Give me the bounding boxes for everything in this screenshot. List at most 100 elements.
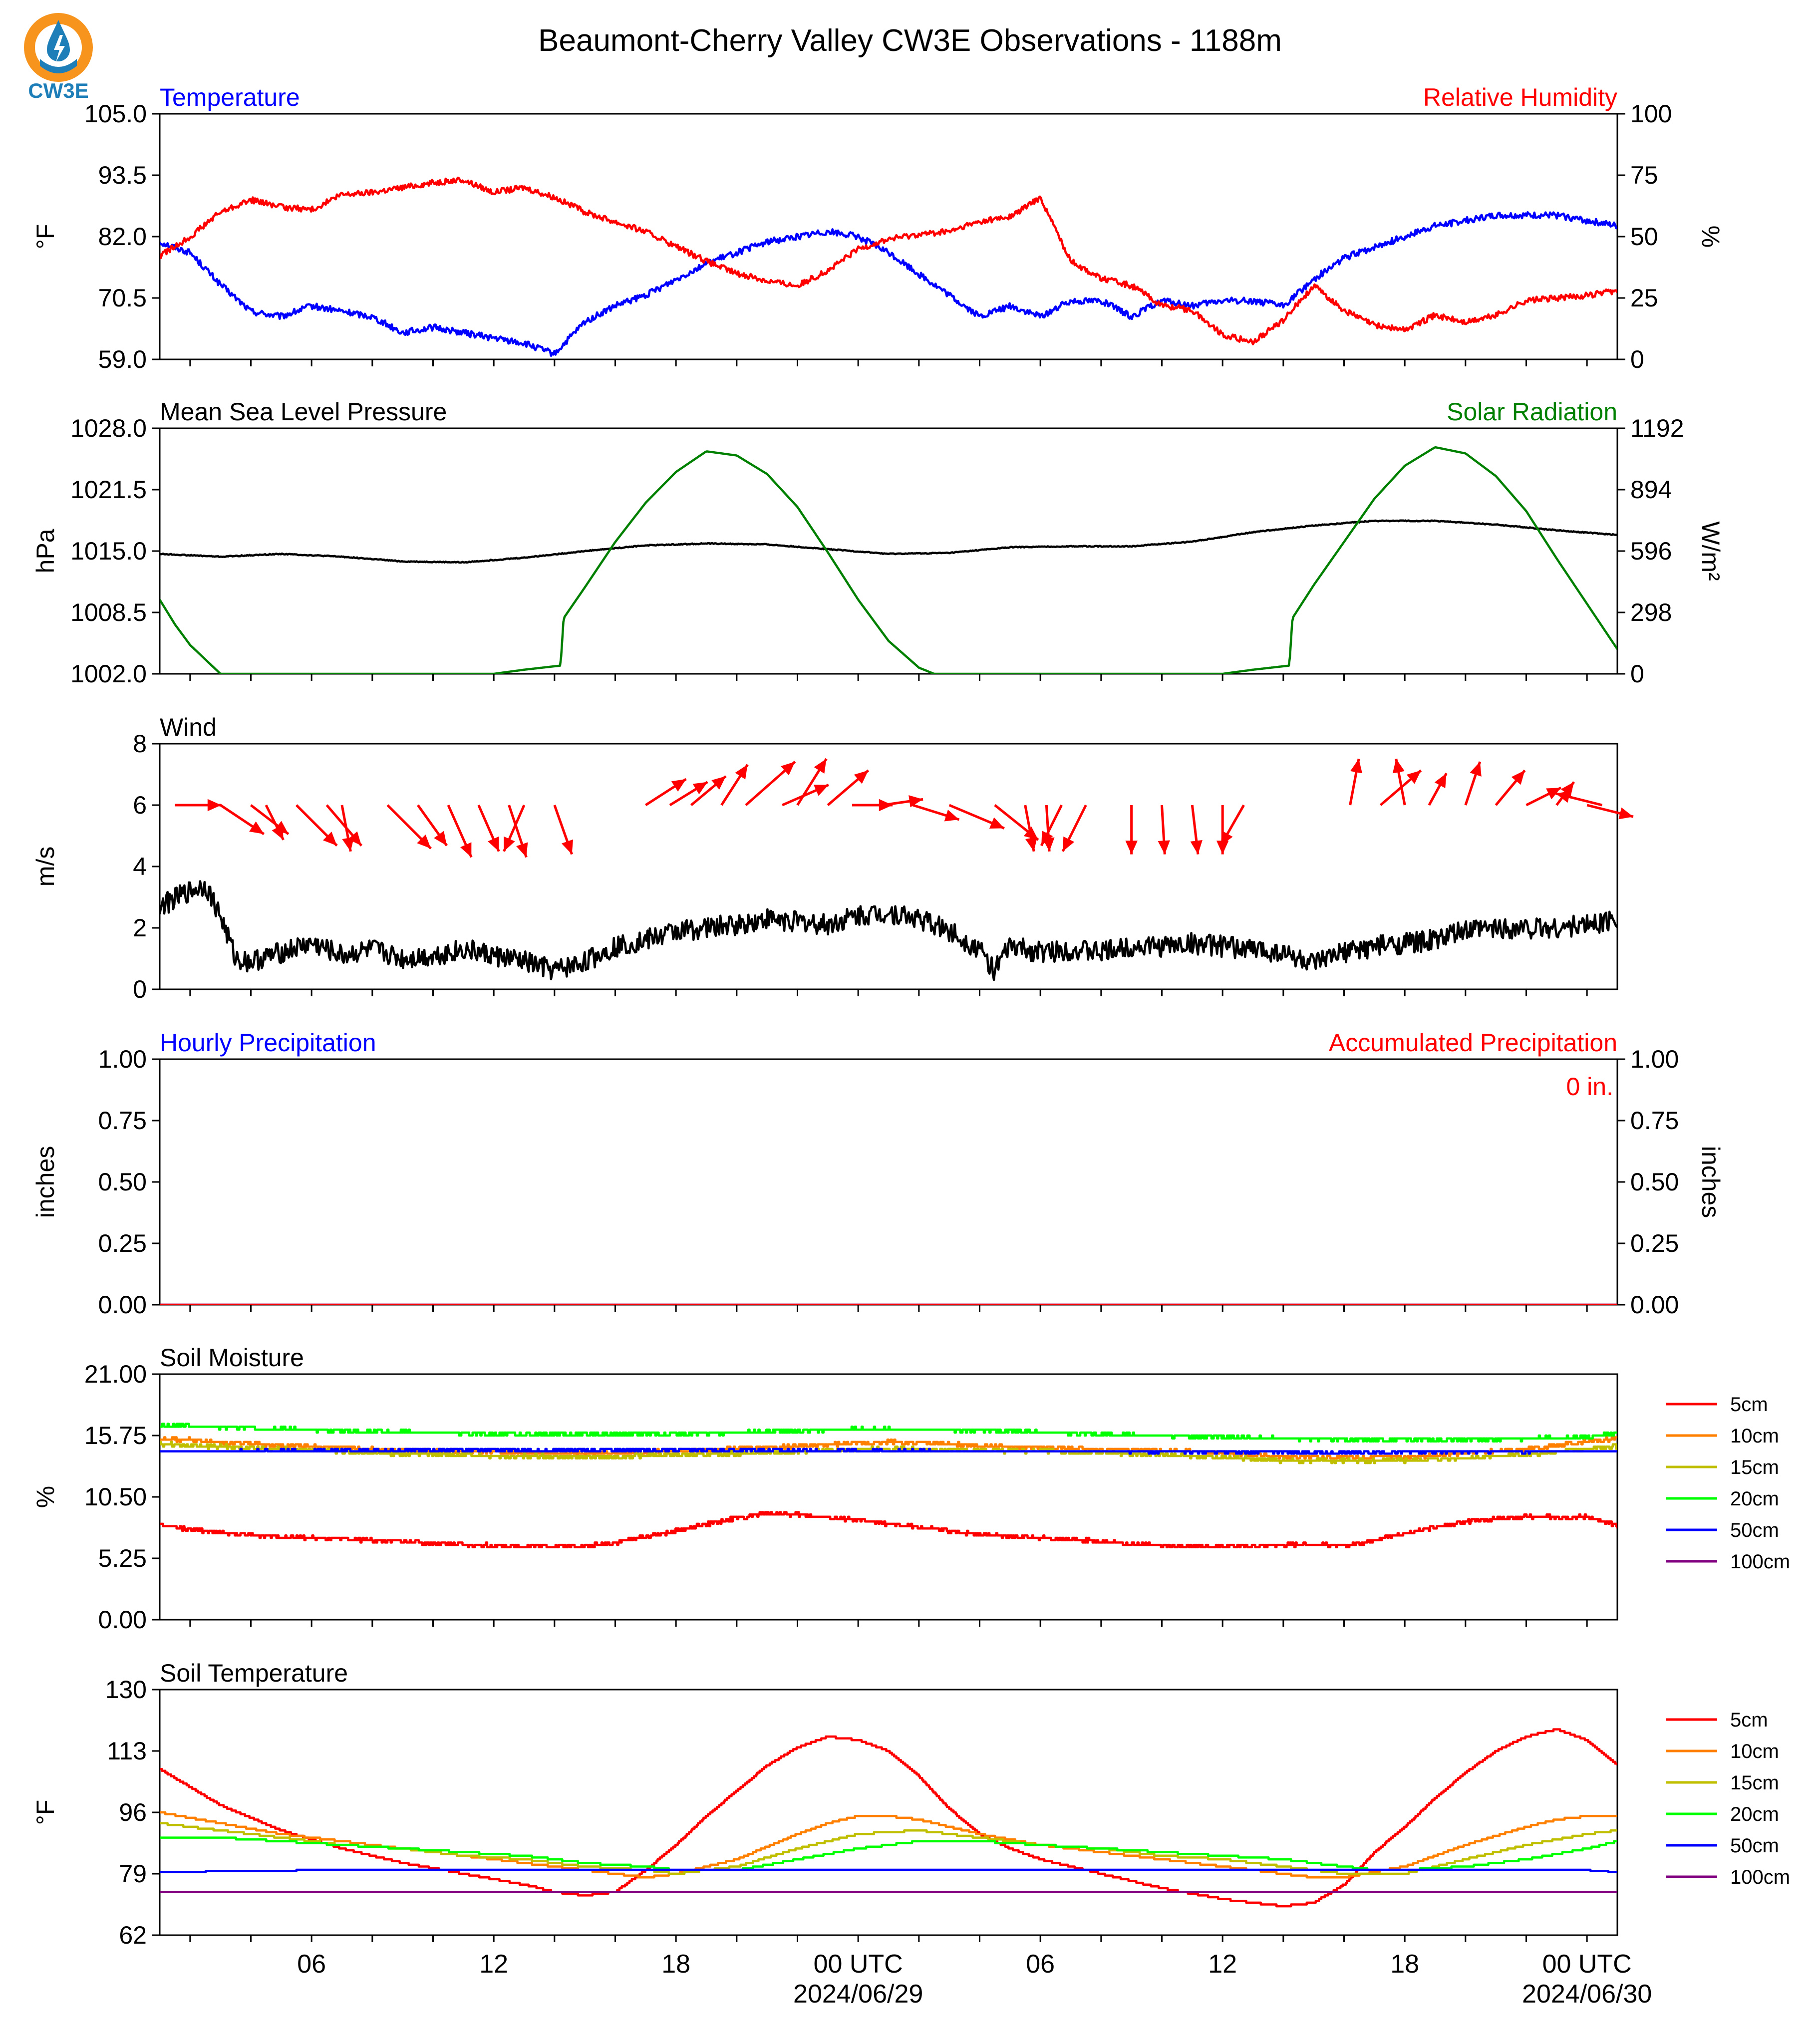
wind-arrow — [553, 805, 574, 855]
wind-arrow-head — [504, 836, 515, 852]
wind-arrow — [295, 804, 338, 847]
y-tick-label-right: 1192 — [1630, 414, 1684, 442]
y-tick-label: 2 — [133, 914, 147, 942]
wind-arrow-head — [1392, 759, 1405, 774]
panel-pressure_solar: Mean Sea Level Pressure Solar Radiation 10… — [31, 398, 1725, 688]
wind-arrow-head — [1560, 782, 1574, 797]
series-line-20cm — [160, 1423, 1617, 1443]
panel-title-right: Accumulated Precipitation — [1329, 1029, 1617, 1057]
legend: 5cm 10cm 15cm 20cm 50cm 100cm — [1666, 1394, 1790, 1573]
y-tick-label: 1021.5 — [70, 476, 147, 504]
logo-text: CW3E — [28, 79, 88, 102]
wind-arrow-head — [1063, 836, 1075, 852]
wind-arrow — [1219, 804, 1245, 847]
legend-label: 50cm — [1730, 1835, 1779, 1857]
cw3e-logo: CW3E — [24, 13, 93, 102]
wind-arrow — [796, 758, 828, 806]
series-group — [160, 1728, 1617, 1908]
y-tick-label: 93.5 — [98, 161, 147, 189]
x-tick-label: 06 — [1026, 1950, 1055, 1979]
wind-arrow — [503, 804, 526, 852]
legend-label: 5cm — [1730, 1394, 1768, 1416]
y-tick-label: 62 — [119, 1921, 147, 1949]
wind-arrow-head — [1125, 841, 1138, 855]
series-line-50cm — [160, 1448, 1617, 1455]
wind-arrow — [1158, 805, 1170, 855]
y-tick-label-right: 75 — [1630, 161, 1658, 189]
panel-soil_moisture: Soil Moisture 0.00 5.25 10.50 15.75 21.00% 5cm… — [31, 1344, 1790, 1634]
wind-arrow-head — [460, 842, 472, 858]
y-tick-label: 1.00 — [98, 1045, 147, 1073]
x-date-label: 2024/06/29 — [793, 1980, 923, 2009]
wind-arrow-head — [342, 837, 354, 852]
y-tick-label-right: 0 — [1630, 345, 1644, 373]
wind-arrow-head — [561, 839, 574, 855]
wind-arrow — [447, 804, 473, 858]
wind-arrow — [220, 804, 265, 836]
y-tick-label-right: 298 — [1630, 598, 1672, 626]
y-tick-label: 0 — [133, 975, 147, 1003]
series-line-0 — [160, 880, 1617, 981]
y-tick-label: 0.75 — [98, 1107, 147, 1135]
y-tick-label: 0.25 — [98, 1229, 147, 1257]
wind-arrow-head — [735, 764, 748, 780]
wind-arrow-head — [434, 831, 447, 846]
figure-title: Beaumont-Cherry Valley CW3E Observations… — [538, 23, 1282, 58]
y-tick-label: 70.5 — [98, 284, 147, 312]
wind-arrow — [1125, 805, 1138, 855]
wind-arrow-head — [1546, 788, 1561, 800]
series-group — [160, 446, 1617, 674]
y-tick-label-right: 0 — [1630, 660, 1644, 688]
wind-arrow-head — [671, 779, 686, 792]
y-tick-label: 0.50 — [98, 1168, 147, 1196]
y-tick-label: 1015.0 — [70, 537, 147, 565]
y-tick-label-right: 894 — [1630, 476, 1672, 504]
wind-arrow-head — [348, 831, 362, 846]
logo-wave-icon — [40, 59, 77, 73]
x-tick-label: 06 — [297, 1950, 326, 1979]
x-date-label: 2024/06/30 — [1522, 1980, 1652, 2009]
wind-arrow-head — [1618, 807, 1633, 820]
wind-arrow-head — [944, 810, 959, 822]
wind-arrow — [1464, 761, 1482, 806]
panel-wind: Wind 0 2 4 6 8 m/s — [31, 713, 1634, 1003]
series-line-5cm — [160, 1728, 1617, 1908]
wind-arrow — [1190, 805, 1203, 855]
y-axis-label: °F — [31, 224, 59, 250]
wind-arrow-head — [1041, 831, 1053, 846]
wind-arrow — [827, 769, 870, 806]
y-tick-label: 8 — [133, 730, 147, 758]
wind-arrows — [175, 758, 1634, 858]
wind-arrow-head — [711, 776, 726, 790]
wind-arrow-head — [1511, 770, 1525, 785]
y-tick-label-right: 596 — [1630, 537, 1672, 565]
y-tick-label: 21.00 — [84, 1360, 147, 1388]
y-axis-label: inches — [31, 1146, 59, 1218]
legend-label: 15cm — [1730, 1772, 1779, 1794]
panel-temp_rh: Temperature Relative Humidity 59.0 70.5 82.0… — [31, 83, 1725, 373]
wind-arrow-head — [249, 821, 264, 834]
wind-arrow — [1428, 773, 1448, 806]
wind-arrow-head — [417, 834, 431, 849]
wind-arrow — [669, 781, 708, 807]
x-tick-label: 12 — [479, 1950, 508, 1979]
wind-arrow — [1586, 804, 1634, 820]
wind-arrow-head — [272, 825, 284, 840]
series-line-0 — [160, 519, 1617, 564]
wind-arrow-head — [1350, 759, 1363, 774]
wind-arrow-head — [516, 842, 528, 858]
wind-arrow-head — [781, 762, 795, 776]
y-axis-label-right: inches — [1697, 1146, 1725, 1218]
x-tick-label: 00 UTC — [1542, 1950, 1632, 1979]
x-tick-label: 18 — [661, 1950, 690, 1979]
y-tick-label: 130 — [105, 1676, 147, 1704]
y-tick-label: 113 — [107, 1737, 147, 1765]
wind-arrow — [477, 804, 500, 852]
legend: 5cm 10cm 15cm 20cm 50cm 100cm — [1666, 1709, 1790, 1888]
wind-arrow — [690, 775, 727, 806]
wind-arrow — [417, 804, 448, 847]
y-axis-label-right: W/m² — [1697, 521, 1725, 580]
legend-label: 10cm — [1730, 1740, 1779, 1762]
wind-arrow — [340, 805, 354, 852]
